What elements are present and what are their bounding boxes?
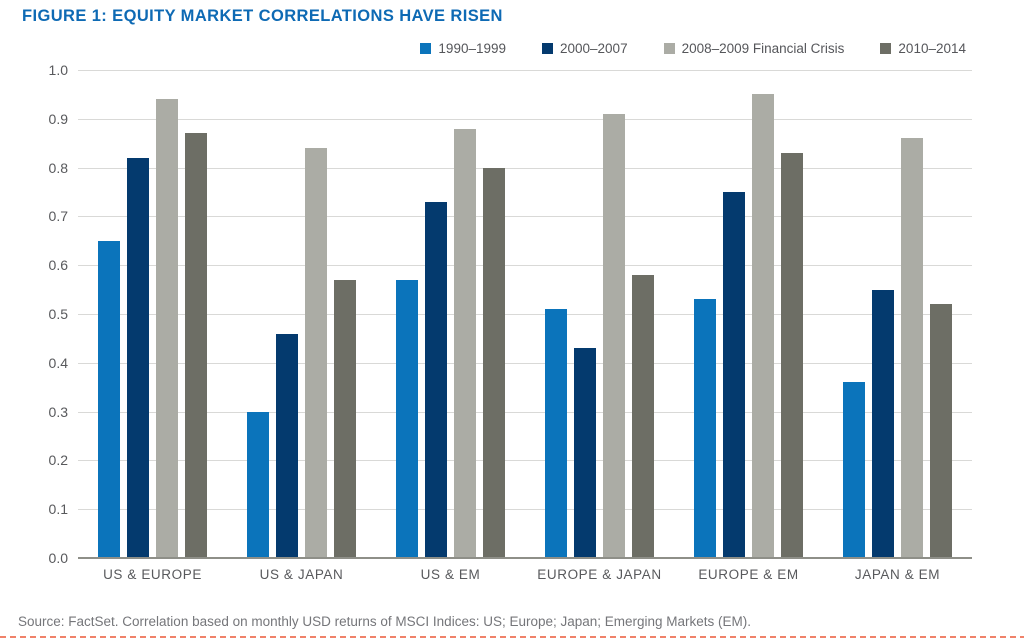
bar [425,201,447,558]
bar [454,128,476,558]
legend-label: 1990–1999 [438,41,506,56]
bar [247,411,269,558]
bar-group [376,70,525,558]
bar [930,304,952,558]
y-tick-label: 0.3 [48,403,68,420]
y-tick-label: 0.4 [48,354,68,371]
bar [694,299,716,558]
y-tick-label: 0.2 [48,452,68,469]
source-note: Source: FactSet. Correlation based on mo… [18,614,752,629]
bar [632,274,654,558]
bar-group [78,70,227,558]
y-tick-label: 0.5 [48,306,68,322]
y-tick-label: 0.0 [48,550,68,566]
y-tick-label: 1.0 [48,62,68,78]
bar [127,157,149,558]
gridline [78,460,972,462]
bar-group [674,70,823,558]
gridline [78,314,972,315]
legend-item: 2010–2014 [880,41,966,56]
bar [872,289,894,558]
bar [156,99,178,558]
gridline [78,411,972,413]
legend-label: 2010–2014 [898,41,966,56]
legend-swatch-icon [542,43,553,54]
gridline [78,167,972,169]
dotted-divider [0,636,1024,638]
bar [98,240,120,558]
x-category-label: EUROPE & JAPAN [537,567,662,582]
x-axis-labels: US & EUROPE US & JAPAN US & EM EUROPE & JAP… [78,567,972,582]
bar [483,167,505,558]
bar [723,192,745,558]
bar [396,279,418,558]
legend-swatch-icon [663,43,675,54]
bar [276,333,298,558]
legend-item: 1990–1999 [420,41,506,56]
bar-group [525,70,674,558]
x-category-label: JAPAN & EM [854,567,941,582]
gridline [78,265,972,267]
legend-label: 2008–2009 Financial Crisis [681,41,845,56]
legend-item: 2008–2009 Financial Crisis [663,41,845,56]
y-tick-label: 0.6 [48,257,68,274]
gridline [78,70,972,71]
x-axis-line [78,557,972,559]
bar [901,138,923,558]
bar [185,133,207,558]
x-category-label: US & EUROPE [103,567,202,582]
bar [781,152,803,558]
gridline [78,216,972,218]
y-tick-label: 0.1 [48,501,68,518]
bar [545,309,567,558]
legend-item: 2000–2007 [542,41,628,56]
y-tick-label: 0.7 [48,208,68,225]
x-category-label: US & EM [420,567,481,582]
bar [843,382,865,558]
plot-area: 1.0 0.9 0.8 0.7 0.6 0.5 0.4 0.3 0.2 0.1 0.0 [49,62,972,566]
bar [305,148,327,558]
bar [752,94,774,558]
bar [334,279,356,558]
y-tick-label: 0.9 [48,110,68,127]
bar-group [227,70,376,558]
gridline [78,118,972,120]
gridline [78,362,972,364]
chart-legend: 1990–1999 2000–2007 2008–2009 Financial Cr… [420,41,966,56]
legend-swatch-icon [420,43,432,54]
bar-group [823,70,972,558]
bar [574,348,596,558]
gridline [78,509,972,511]
legend-label: 2000–2007 [560,41,628,56]
x-category-label: US & JAPAN [259,567,344,582]
bar-groups-container [78,70,972,558]
chart-title: FIGURE 1: EQUITY MARKET CORRELATIONS HAV… [22,7,503,25]
x-category-label: EUROPE & EM [698,567,799,582]
legend-swatch-icon [880,43,892,54]
bar [603,113,625,558]
y-tick-label: 0.8 [48,159,68,176]
